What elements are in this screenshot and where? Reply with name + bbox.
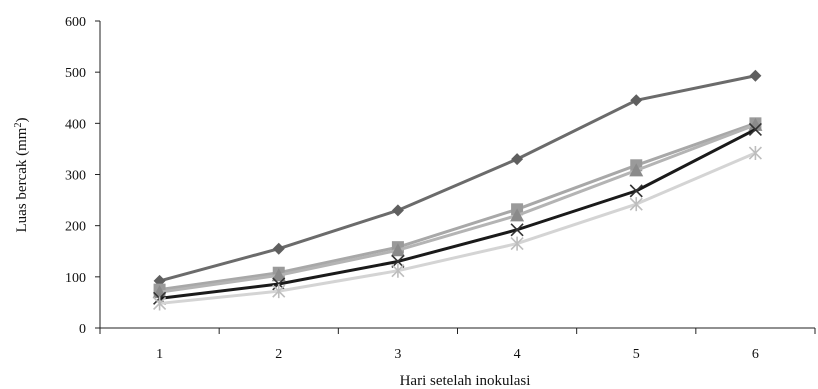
- data-point-star: [629, 197, 643, 212]
- data-point-x: [391, 254, 405, 269]
- y-tick-label: 400: [65, 117, 86, 132]
- x-tick-label: 5: [633, 347, 640, 362]
- x-tick-label: 3: [394, 347, 401, 362]
- series-2: [153, 117, 762, 296]
- y-tick-label: 300: [65, 169, 86, 184]
- data-point-triangle: [390, 243, 405, 257]
- series-line: [159, 128, 757, 300]
- series-1: [153, 69, 762, 287]
- data-point-star: [748, 146, 762, 161]
- series-5: [153, 146, 762, 311]
- y-axis-title-suffix: ): [14, 118, 30, 123]
- data-point-triangle: [629, 163, 644, 177]
- x-tick-label: 1: [156, 347, 163, 362]
- series-line: [159, 121, 756, 292]
- y-tick-label: 0: [79, 322, 86, 337]
- data-point-diamond: [749, 69, 762, 82]
- y-axis-title: Luas bercak (mm2): [13, 118, 31, 233]
- y-tick-label: 600: [65, 15, 86, 30]
- x-tick-label: 2: [275, 347, 282, 362]
- data-point-triangle: [748, 117, 763, 131]
- series-line: [159, 151, 757, 305]
- series-group: [152, 69, 763, 311]
- data-point-diamond: [511, 153, 524, 166]
- x-axis-title: Hari setelah inokulasi: [400, 373, 531, 389]
- data-point-diamond: [272, 242, 285, 255]
- x-tick-label: 4: [514, 347, 521, 362]
- data-point-diamond: [630, 94, 643, 107]
- y-tick-label: 200: [65, 220, 86, 235]
- y-axis-title-superscript: 2: [13, 123, 24, 128]
- data-point-triangle: [271, 268, 286, 282]
- data-point-star: [153, 296, 167, 311]
- data-point-x: [510, 223, 524, 237]
- series-4: [153, 122, 762, 305]
- y-tick-label: 500: [65, 66, 86, 81]
- data-point-triangle: [510, 208, 525, 222]
- series-line: [159, 123, 756, 294]
- series-3: [152, 117, 763, 299]
- data-point-x: [748, 122, 762, 137]
- data-point-star: [391, 263, 405, 278]
- x-axis-ticks: 1 2 3 4 5 6: [99, 328, 816, 362]
- y-axis-title-main: Luas bercak (mm: [14, 127, 30, 232]
- data-point-x: [629, 184, 643, 198]
- data-point-star: [510, 236, 524, 251]
- y-tick-label: 100: [65, 271, 86, 286]
- x-tick-label: 6: [752, 347, 759, 362]
- data-point-diamond: [391, 204, 404, 217]
- series-line: [159, 74, 756, 283]
- data-point-star: [272, 284, 286, 299]
- y-axis-ticks: 0 100 200 300 400 500 600: [65, 15, 100, 337]
